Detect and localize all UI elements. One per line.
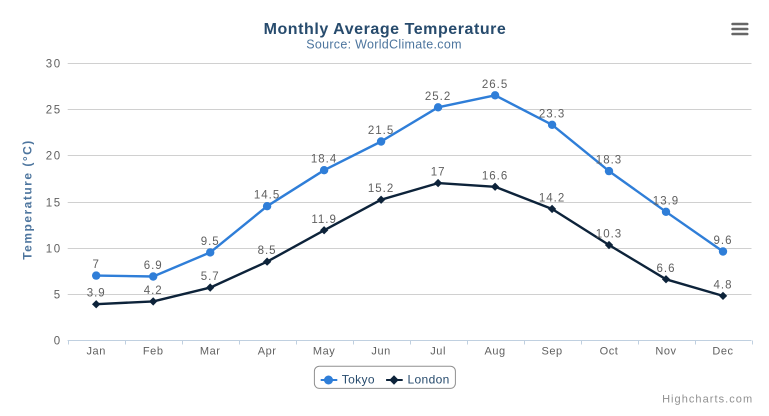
svg-text:14.5: 14.5 <box>254 190 280 202</box>
svg-text:20: 20 <box>46 151 62 163</box>
svg-text:Jun: Jun <box>371 346 390 358</box>
svg-text:9.5: 9.5 <box>201 236 220 248</box>
svg-text:26.5: 26.5 <box>482 79 508 91</box>
svg-text:15: 15 <box>46 198 62 210</box>
svg-text:5.7: 5.7 <box>201 271 220 283</box>
svg-text:Mar: Mar <box>200 346 221 358</box>
svg-text:Oct: Oct <box>600 346 619 358</box>
svg-text:17: 17 <box>431 167 446 179</box>
svg-text:14.2: 14.2 <box>539 193 565 205</box>
svg-text:Highcharts.com: Highcharts.com <box>662 394 753 406</box>
svg-text:0: 0 <box>54 336 62 348</box>
svg-text:4.2: 4.2 <box>144 285 163 297</box>
svg-text:Jan: Jan <box>87 346 106 358</box>
svg-text:25.2: 25.2 <box>425 91 451 103</box>
svg-text:3.9: 3.9 <box>87 288 106 300</box>
svg-text:Nov: Nov <box>655 346 676 358</box>
svg-text:Apr: Apr <box>258 346 277 358</box>
svg-text:18.4: 18.4 <box>311 154 337 166</box>
svg-text:21.5: 21.5 <box>368 125 394 137</box>
svg-text:18.3: 18.3 <box>596 155 622 167</box>
svg-text:15.2: 15.2 <box>368 183 394 195</box>
svg-text:Feb: Feb <box>143 346 164 358</box>
svg-text:23.3: 23.3 <box>539 108 565 120</box>
svg-text:May: May <box>313 346 335 358</box>
svg-text:6.6: 6.6 <box>657 263 676 275</box>
svg-text:5: 5 <box>54 290 62 302</box>
svg-text:Monthly Average Temperature: Monthly Average Temperature <box>264 21 507 38</box>
svg-text:13.9: 13.9 <box>653 195 679 207</box>
svg-text:10: 10 <box>46 244 62 256</box>
svg-text:4.8: 4.8 <box>714 279 733 291</box>
svg-text:11.9: 11.9 <box>311 214 337 226</box>
svg-text:8.5: 8.5 <box>258 245 277 257</box>
svg-text:30: 30 <box>46 59 62 71</box>
svg-text:London: London <box>408 373 450 387</box>
svg-text:Temperature (°C): Temperature (°C) <box>21 139 35 260</box>
svg-text:Source: WorldClimate.com: Source: WorldClimate.com <box>306 38 462 52</box>
svg-text:Sep: Sep <box>541 346 562 358</box>
svg-text:Tokyo: Tokyo <box>342 373 375 387</box>
svg-text:25: 25 <box>46 105 62 117</box>
svg-text:16.6: 16.6 <box>482 170 508 182</box>
svg-text:Jul: Jul <box>430 346 446 358</box>
svg-text:6.9: 6.9 <box>144 260 163 272</box>
svg-text:Dec: Dec <box>712 346 733 358</box>
svg-text:10.3: 10.3 <box>596 229 622 241</box>
svg-text:Aug: Aug <box>484 346 505 358</box>
svg-text:7: 7 <box>92 259 99 271</box>
svg-text:9.6: 9.6 <box>714 235 733 247</box>
